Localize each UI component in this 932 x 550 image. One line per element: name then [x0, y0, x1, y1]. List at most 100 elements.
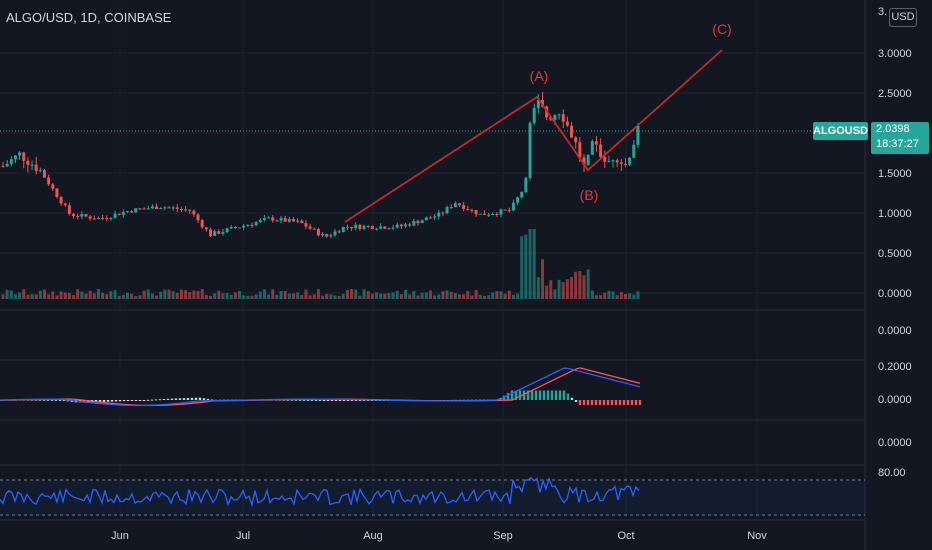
- candle-body: [126, 211, 129, 212]
- volume-bar: [304, 290, 307, 299]
- macd-histogram-bar: [623, 400, 625, 405]
- volume-bar: [350, 289, 353, 299]
- candle-body: [558, 114, 561, 115]
- candle-body: [491, 214, 494, 215]
- symbol-title[interactable]: ALGO/USD, 1D, COINBASE: [6, 10, 171, 25]
- candle-body: [122, 212, 125, 215]
- volume-bar: [533, 229, 536, 299]
- last-price-label: 2.0398 18:37:27: [871, 122, 929, 154]
- candle-body: [155, 206, 158, 209]
- candle-body: [603, 157, 606, 162]
- volume-bar: [114, 290, 117, 299]
- volume-bar: [375, 292, 378, 299]
- volume-bar: [35, 294, 38, 299]
- volume-bar: [325, 294, 328, 299]
- candle-body: [475, 210, 478, 214]
- volume-bar: [39, 291, 42, 299]
- candle-body: [255, 222, 258, 225]
- candle-body: [587, 155, 590, 165]
- macd-histogram-bar: [599, 400, 601, 405]
- candle-body: [408, 224, 411, 225]
- volume-bar: [134, 296, 137, 299]
- candle-body: [616, 160, 619, 162]
- volume-bar: [163, 290, 166, 299]
- volume-bar: [363, 289, 366, 299]
- macd-histogram-bar: [311, 400, 313, 401]
- macd-histogram-bar: [595, 400, 597, 405]
- candle-body: [383, 226, 386, 228]
- volume-bar: [595, 295, 598, 299]
- volume-bar: [221, 293, 224, 299]
- macd-histogram-bar: [575, 400, 577, 402]
- candle-body: [404, 224, 407, 226]
- candle-body: [85, 214, 88, 216]
- volume-bar: [188, 292, 191, 299]
- volume-bar: [192, 291, 195, 299]
- volume-bar: [80, 292, 83, 299]
- currency-button[interactable]: USD: [889, 8, 917, 27]
- candle-body: [591, 141, 594, 154]
- volume-bar: [280, 291, 283, 299]
- macd-histogram-bar: [59, 400, 61, 401]
- volume-bar: [263, 289, 266, 299]
- candle-body: [76, 216, 79, 217]
- candle-body: [246, 225, 249, 226]
- price-scale-label: 2.5000: [878, 88, 912, 100]
- volume-bar: [85, 293, 88, 299]
- macd-histogram-bar: [615, 400, 617, 405]
- candle-body: [197, 214, 200, 220]
- volume-bar: [367, 291, 370, 299]
- volume-bar: [475, 290, 478, 299]
- macd-histogram-bar: [315, 400, 317, 401]
- volume-bar: [93, 293, 96, 299]
- macd-histogram-bar: [123, 400, 125, 401]
- volume-bar: [520, 236, 523, 299]
- macd-histogram-bar: [335, 400, 337, 401]
- macd-histogram-bar: [607, 400, 609, 405]
- volume-bar: [562, 282, 565, 299]
- volume-bar: [288, 294, 291, 299]
- candle-body: [296, 221, 299, 222]
- candle-body: [259, 220, 262, 222]
- macd-histogram-bar: [155, 399, 157, 400]
- macd-pane: [0, 368, 641, 406]
- volume-bar: [346, 290, 349, 299]
- candle-body: [479, 214, 482, 215]
- macd-histogram-bar: [327, 400, 329, 401]
- candle-body: [201, 220, 204, 227]
- volume-bar: [628, 293, 631, 299]
- candle-body: [221, 232, 224, 234]
- volume-bar: [504, 294, 507, 299]
- candle-body: [338, 231, 341, 232]
- macd-histogram-bar: [551, 391, 553, 400]
- candle-body: [309, 227, 312, 229]
- candle-body: [636, 126, 639, 145]
- volume-bar: [159, 292, 162, 299]
- volume-bar: [284, 291, 287, 299]
- candle-body: [487, 215, 490, 216]
- candle-body: [213, 231, 216, 236]
- volume-bar: [491, 293, 494, 299]
- volume-bar: [138, 295, 141, 299]
- volume-bar: [612, 291, 615, 299]
- candle-body: [151, 206, 154, 208]
- candle-body: [566, 122, 569, 126]
- volume-bar: [417, 296, 420, 299]
- wave-label: (B): [580, 187, 599, 203]
- volume-bar: [213, 293, 216, 299]
- candle-body: [421, 220, 424, 223]
- candle-body: [363, 226, 366, 229]
- macd-histogram-bar: [543, 391, 545, 400]
- candle-body: [284, 218, 287, 222]
- volume-bar: [396, 291, 399, 299]
- candle-body: [612, 160, 615, 161]
- indicator-scale-label: 0.0000: [878, 437, 912, 449]
- volume-bar: [400, 294, 403, 299]
- volume-bar: [230, 295, 233, 299]
- candle-body: [168, 207, 171, 208]
- volume-bar: [599, 295, 602, 299]
- volume-bar: [334, 295, 337, 299]
- candle-body: [429, 218, 432, 219]
- candle-body: [275, 221, 278, 222]
